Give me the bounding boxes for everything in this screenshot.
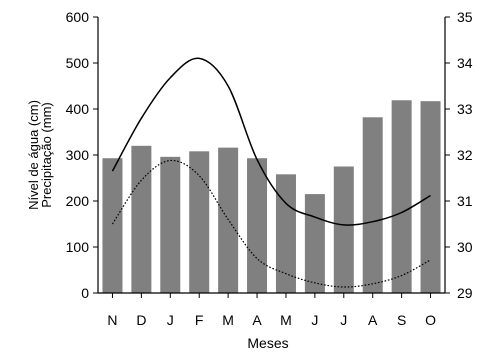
bar [275,174,296,293]
left-ticks: 0 100 200 300 400 500 600 [66,9,98,301]
lines-layer [111,57,431,288]
x-tick-label: A [368,312,378,328]
x-tick-label: N [107,312,117,328]
x-axis-label: Meses [247,335,288,351]
x-tick-label: J [311,312,318,328]
bar [420,101,441,294]
x-tick-label: D [136,312,146,328]
left-tick-label: 500 [66,55,90,71]
right-tick-label: 32 [457,147,473,163]
x-tick-label: M [280,312,292,328]
x-tick-label: F [195,312,204,328]
left-tick-label: 300 [66,147,90,163]
bar [102,158,123,293]
solid-line-series [111,57,431,226]
x-tick-label: J [167,312,174,328]
right-tick-label: 29 [457,285,473,301]
left-tick-label: 400 [66,101,90,117]
left-tick-label: 200 [66,193,90,209]
bar [189,151,210,293]
bar [362,117,383,293]
right-tick-label: 34 [457,55,473,71]
right-tick-label: 35 [457,9,473,25]
bar [160,156,181,293]
left-tick-label: 0 [81,285,89,301]
x-tick-label: M [222,312,234,328]
x-tick-label: J [340,312,347,328]
right-tick-label: 30 [457,239,473,255]
left-tick-label: 100 [66,239,90,255]
bar [333,166,354,293]
bar [247,158,268,293]
x-tick-label: O [425,312,436,328]
left-tick-label: 600 [66,9,90,25]
bar [218,147,239,293]
y-axis-label-line2: Precipitação (mm) [39,102,54,207]
right-tick-label: 33 [457,101,473,117]
bar [391,100,412,293]
right-tick-label: 31 [457,193,473,209]
bar [304,194,325,293]
y-axis-label-line1: Nível de água (cm) [26,100,41,210]
x-tick-label: A [252,312,262,328]
dotted-line-series [111,159,431,288]
right-ticks: 29 30 31 32 33 34 35 [445,9,473,301]
bar [131,145,152,293]
bars-layer [102,100,441,294]
x-tick-label: S [397,312,406,328]
